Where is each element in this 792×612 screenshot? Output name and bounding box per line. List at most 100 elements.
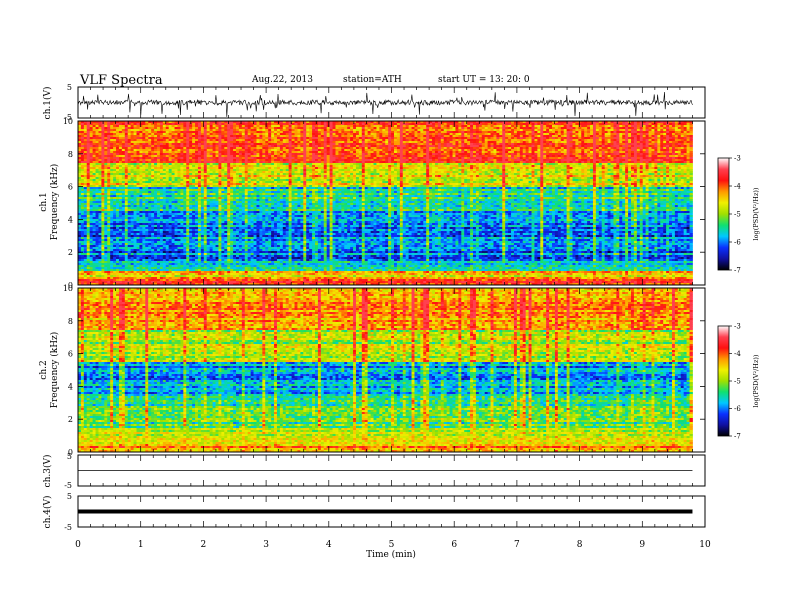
spectrogram-cell [124,179,129,182]
spectrogram-cell [127,251,132,254]
spectrogram-cell [104,135,108,138]
spectrogram-cell [116,249,120,252]
spectrogram-cell [145,171,149,174]
spectrogram-cell [113,279,117,282]
spectrogram-cell [151,193,155,196]
spectrogram-cell [89,211,94,214]
spectrogram-cell [83,137,88,140]
spectrogram-cell [89,197,94,200]
spectrogram-cell [86,155,91,158]
spectrogram-cell [121,207,126,210]
spectrogram-cell [127,223,132,226]
spectrogram-cell [89,125,94,128]
spectrogram-cell [110,205,114,208]
spectrogram-cell [92,267,96,270]
spectrogram-cell [121,209,126,212]
spectrogram-cell [139,167,143,170]
spectrogram-cell [95,275,99,278]
spectrogram-cell [101,275,105,278]
spectrogram-cell [107,159,111,162]
spectrogram-cell [124,271,129,274]
spectrogram-cell [139,207,143,210]
spectrogram-cell [118,153,123,156]
spectrogram-cell [145,251,149,254]
spectrogram-cell [124,137,129,140]
spectrogram-cell [92,223,96,226]
spectrogram-cell [113,265,117,268]
spectrogram-cell [151,165,155,168]
spectrogram-cell [113,207,117,210]
spectrogram-cell [139,273,143,276]
spectrogram-cell [95,167,99,170]
spectrogram-cell [151,255,155,258]
spectrogram-cell [92,129,96,132]
spectrogram-cell [110,279,114,282]
spectrogram-cell [124,243,129,246]
spectrogram-cell [83,231,88,234]
spectrogram-cell [78,231,82,234]
spectrogram-cell [127,165,132,168]
spectrogram-cell [110,267,114,270]
spectrogram-cell [136,237,140,240]
spectrogram-cell [142,227,146,230]
spectrogram-cell [116,203,120,206]
spectrogram-cell [124,239,129,242]
spectrogram-cell [89,209,94,212]
spectrogram-cell [148,283,152,286]
spectrogram-cell [86,165,91,168]
spectrogram-cell [107,145,111,148]
spectrogram-cell [89,151,94,154]
spectrogram-cell [95,201,99,204]
spectrogram-cell [107,239,111,242]
spectrogram-cell [80,121,85,124]
spectrogram-cell [104,211,108,214]
spectrogram-cell [145,165,149,168]
spectrogram-cell [130,251,134,254]
spectrogram-cell [151,199,155,202]
spectrogram-cell [104,193,108,196]
spectrogram-cell [101,211,105,214]
spectrogram-cell [121,215,126,218]
spectrogram-cell [104,175,108,178]
spectrogram-cell [121,277,126,280]
spectrogram-cell [127,241,132,244]
spectrogram-cell [139,225,143,228]
spectrogram-cell [133,239,137,242]
spectrogram-cell [98,277,102,280]
spectrogram-cell [95,175,99,178]
spectrogram-cell [113,139,117,142]
spectrogram-cell [148,135,152,138]
spectrogram-cell [104,243,108,246]
spectrogram-cell [86,193,91,196]
spectrogram-cell [113,237,117,240]
spectrogram-cell [98,269,102,272]
spectrogram-cell [116,179,120,182]
spectrogram-cell [116,145,120,148]
spectrogram-cell [89,187,94,190]
spectrogram-cell [98,135,102,138]
spectrogram-cell [95,189,99,192]
spectrogram-cell [83,209,88,212]
spectrogram-cell [127,195,132,198]
spectrogram-cell [104,269,108,272]
spectrogram-cell [118,167,123,170]
spectrogram-cell [98,229,102,232]
spectrogram-cell [113,219,117,222]
spectrogram-cell [83,249,88,252]
spectrogram-cell [92,187,96,190]
spectrogram-cell [107,123,111,126]
spectrogram-cell [101,183,105,186]
spectrogram-cell [104,249,108,252]
spectrogram-cell [110,147,114,150]
spectrogram-cell [133,193,137,196]
spectrogram-cell [127,129,132,132]
spectrogram-cell [80,229,85,232]
spectrogram-cell [83,133,88,136]
spectrogram-cell [139,183,143,186]
spectrogram-cell [127,157,132,160]
spectrogram-cell [78,223,82,226]
spectrogram-cell [78,201,82,204]
spectrogram-cell [148,145,152,148]
spectrogram-cell [101,235,105,238]
spectrogram-cell [98,195,102,198]
